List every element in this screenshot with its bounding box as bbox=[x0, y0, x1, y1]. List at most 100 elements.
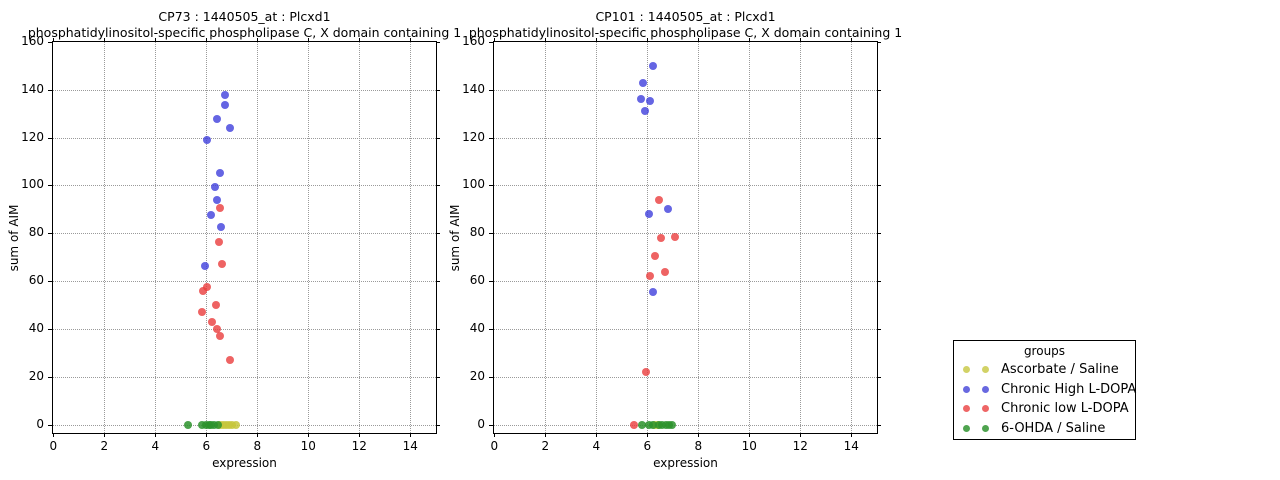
legend-entry: 6-OHDA / Saline bbox=[954, 419, 1135, 439]
x-tick-label: 14 bbox=[843, 439, 859, 453]
data-point bbox=[203, 136, 212, 145]
y-tick-mark bbox=[436, 233, 440, 235]
x-tick-label: 4 bbox=[592, 439, 601, 453]
x-tick-mark bbox=[698, 433, 700, 437]
data-point bbox=[226, 124, 235, 133]
x-tick-mark bbox=[257, 38, 259, 42]
data-point bbox=[218, 260, 227, 269]
legend-entry-label: Ascorbate / Saline bbox=[1001, 362, 1119, 378]
plot-subtitle: phosphatidylinositol-specific phospholip… bbox=[468, 25, 903, 40]
gridline-horizontal bbox=[53, 376, 436, 378]
data-point bbox=[211, 182, 220, 191]
y-tick-mark bbox=[436, 89, 440, 91]
legend-title: groups bbox=[1023, 344, 1066, 358]
y-tick-mark bbox=[436, 137, 440, 139]
data-point bbox=[655, 195, 664, 204]
x-tick-mark bbox=[749, 38, 751, 42]
y-tick-mark bbox=[489, 424, 493, 426]
y-tick-label: 80 bbox=[469, 225, 485, 240]
legend-marker-dot bbox=[963, 366, 970, 374]
x-tick-mark bbox=[53, 433, 55, 437]
y-tick-mark bbox=[436, 42, 440, 43]
y-tick-mark bbox=[877, 376, 881, 378]
x-tick-label: 0 bbox=[49, 439, 58, 453]
data-point bbox=[657, 234, 666, 243]
data-point bbox=[661, 267, 670, 276]
y-tick-mark bbox=[489, 233, 493, 235]
x-tick-label: 4 bbox=[151, 439, 160, 453]
data-point bbox=[198, 286, 207, 295]
y-tick-mark bbox=[48, 328, 52, 330]
data-point bbox=[667, 420, 676, 429]
gridline-horizontal bbox=[494, 376, 877, 378]
y-tick-mark bbox=[489, 42, 493, 43]
data-point bbox=[213, 420, 222, 429]
y-tick-label: 40 bbox=[28, 320, 44, 335]
data-point bbox=[216, 332, 225, 341]
y-tick-label: 20 bbox=[28, 368, 44, 383]
x-tick-mark bbox=[359, 38, 361, 42]
y-tick-mark bbox=[877, 424, 881, 426]
y-tick-mark bbox=[877, 42, 881, 43]
legend-marker-dot bbox=[963, 405, 970, 413]
y-tick-mark bbox=[48, 185, 52, 187]
legend-entry: Chronic High L-DOPA bbox=[954, 380, 1137, 400]
scatter-plot-cp101: CP101 : 1440505_at : Plcxd1 phosphatidyl… bbox=[448, 9, 902, 470]
x-tick-mark bbox=[308, 38, 310, 42]
legend-entry-label: Chronic High L-DOPA bbox=[1001, 381, 1137, 397]
gridline-horizontal bbox=[53, 137, 436, 139]
legend-marker-dot bbox=[982, 405, 989, 413]
data-point bbox=[670, 232, 679, 241]
x-tick-label: 0 bbox=[490, 439, 499, 453]
data-point bbox=[645, 272, 654, 281]
gridline-vertical bbox=[155, 42, 157, 433]
x-axis-label: expression bbox=[212, 456, 277, 470]
x-tick-label: 12 bbox=[351, 439, 367, 453]
x-tick-mark bbox=[104, 38, 106, 42]
x-tick-mark bbox=[851, 433, 853, 437]
x-tick-mark bbox=[53, 38, 55, 42]
x-tick-mark bbox=[596, 38, 598, 42]
y-tick-label: 0 bbox=[36, 416, 44, 431]
y-tick-mark bbox=[436, 185, 440, 187]
y-tick-label: 160 bbox=[462, 34, 485, 48]
y-tick-mark bbox=[489, 328, 493, 330]
y-tick-label: 60 bbox=[469, 273, 485, 288]
data-point bbox=[211, 300, 220, 309]
x-tick-mark bbox=[359, 433, 361, 437]
x-tick-mark bbox=[494, 433, 496, 437]
data-point bbox=[630, 420, 639, 429]
y-tick-label: 140 bbox=[21, 81, 44, 96]
y-tick-label: 80 bbox=[28, 225, 44, 240]
y-tick-mark bbox=[48, 424, 52, 426]
x-tick-mark bbox=[308, 433, 310, 437]
x-tick-label: 12 bbox=[792, 439, 808, 453]
data-point bbox=[183, 420, 192, 429]
data-point bbox=[648, 420, 657, 429]
x-tick-mark bbox=[596, 433, 598, 437]
gridline-horizontal bbox=[53, 424, 436, 426]
gridline-horizontal bbox=[53, 185, 436, 187]
y-tick-label: 60 bbox=[28, 273, 44, 288]
data-point bbox=[228, 420, 237, 429]
y-tick-label: 120 bbox=[21, 129, 44, 144]
data-point bbox=[226, 355, 234, 364]
gridline-vertical bbox=[257, 42, 259, 433]
gridline-horizontal bbox=[494, 233, 877, 235]
x-tick-mark bbox=[206, 433, 208, 437]
gridline-horizontal bbox=[53, 328, 436, 330]
x-tick-label: 2 bbox=[541, 439, 550, 453]
data-point bbox=[638, 420, 647, 429]
y-tick-mark bbox=[877, 328, 881, 330]
data-point bbox=[637, 95, 646, 104]
data-point bbox=[216, 204, 225, 213]
x-tick-mark bbox=[155, 433, 157, 437]
data-point bbox=[645, 96, 654, 105]
x-tick-mark bbox=[647, 433, 649, 437]
x-tick-mark bbox=[104, 433, 106, 437]
x-tick-mark bbox=[851, 38, 853, 42]
y-tick-mark bbox=[48, 281, 52, 283]
gridline-vertical bbox=[545, 42, 547, 433]
y-tick-label: 120 bbox=[462, 129, 485, 144]
